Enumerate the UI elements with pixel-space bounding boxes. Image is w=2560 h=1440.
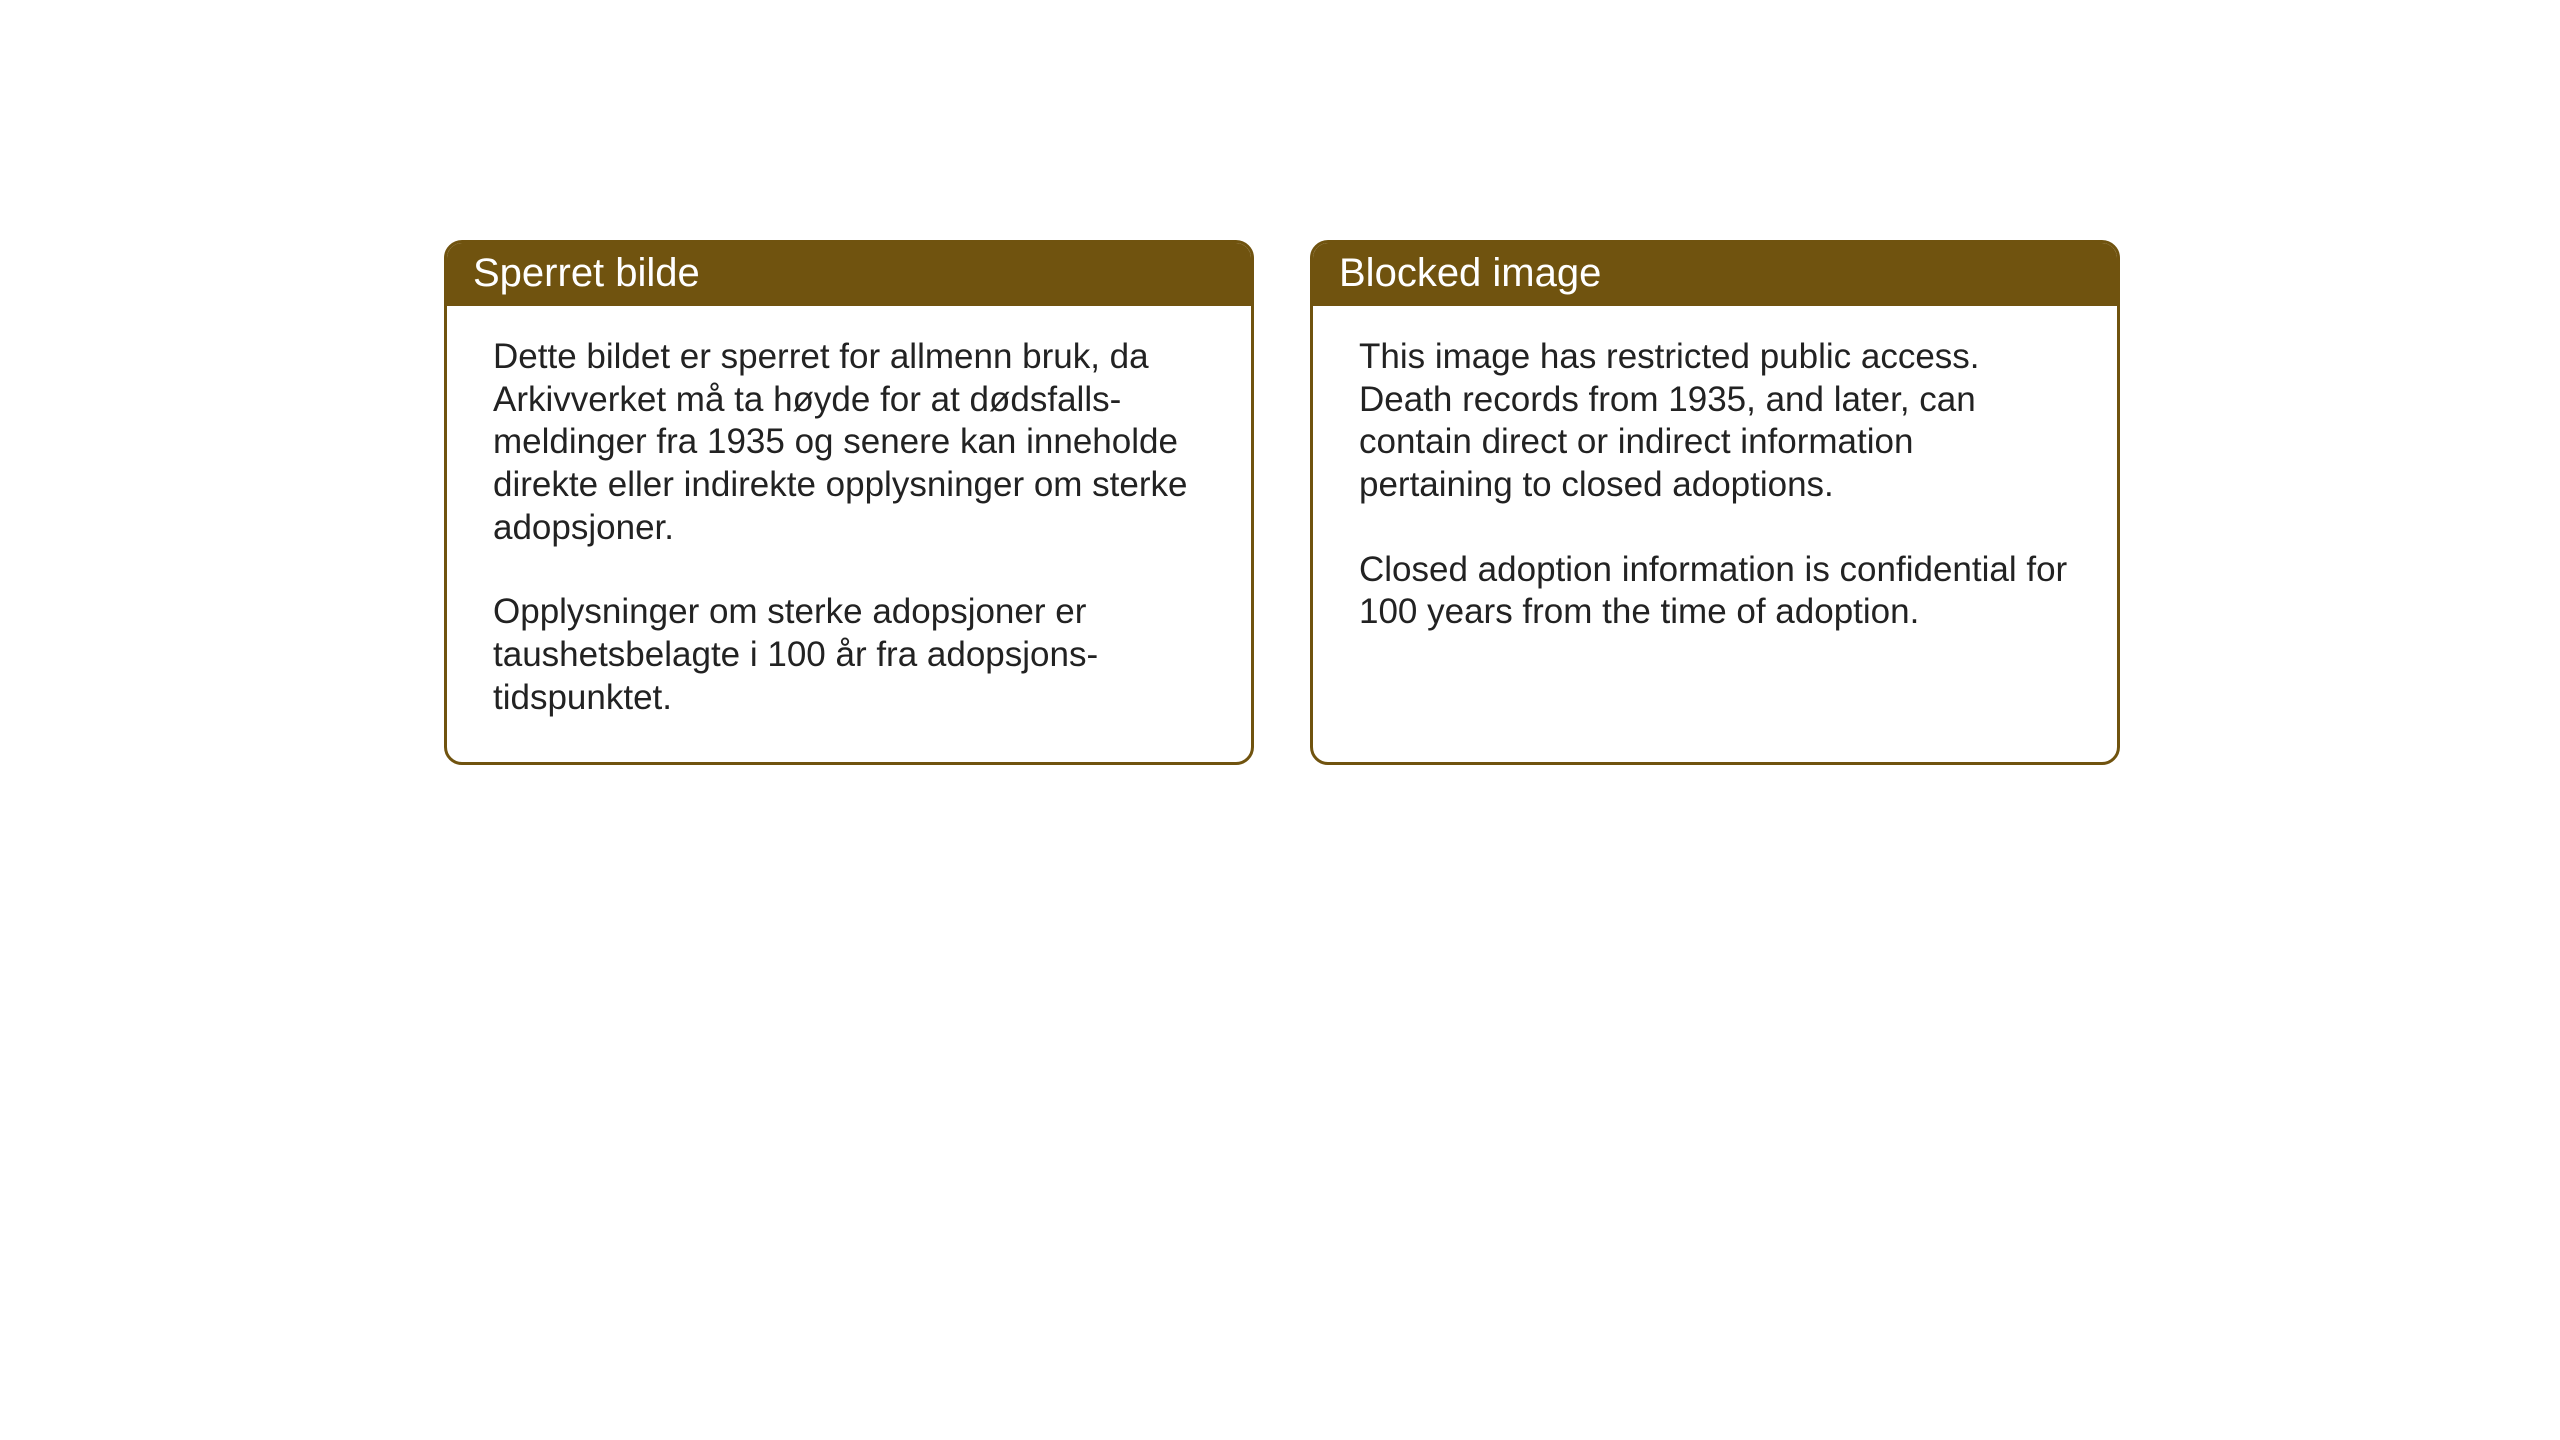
notice-box-english: Blocked image This image has restricted … (1310, 240, 2120, 765)
notice-title-english: Blocked image (1339, 251, 1601, 295)
notice-header-norwegian: Sperret bilde (447, 243, 1251, 306)
notice-container: Sperret bilde Dette bildet er sperret fo… (444, 240, 2120, 765)
notice-box-norwegian: Sperret bilde Dette bildet er sperret fo… (444, 240, 1254, 765)
notice-body-norwegian: Dette bildet er sperret for allmenn bruk… (447, 306, 1251, 762)
notice-paragraph-1-english: This image has restricted public access.… (1359, 336, 2071, 507)
notice-header-english: Blocked image (1313, 243, 2117, 306)
notice-paragraph-2-norwegian: Opplysninger om sterke adopsjoner er tau… (493, 591, 1205, 719)
notice-title-norwegian: Sperret bilde (473, 251, 700, 295)
notice-paragraph-2-english: Closed adoption information is confident… (1359, 549, 2071, 634)
notice-paragraph-1-norwegian: Dette bildet er sperret for allmenn bruk… (493, 336, 1205, 549)
notice-body-english: This image has restricted public access.… (1313, 306, 2117, 676)
